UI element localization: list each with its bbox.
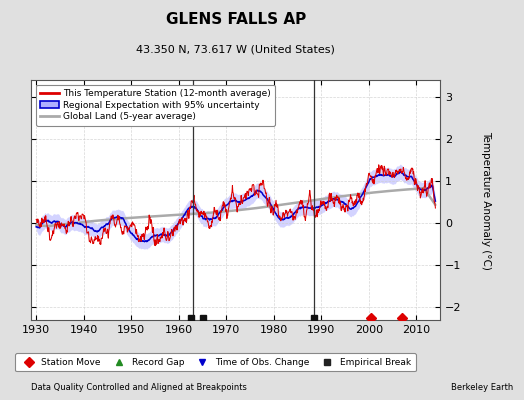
Legend: Station Move, Record Gap, Time of Obs. Change, Empirical Break: Station Move, Record Gap, Time of Obs. C… [15,353,416,371]
Y-axis label: Temperature Anomaly (°C): Temperature Anomaly (°C) [481,130,491,270]
Text: Data Quality Controlled and Aligned at Breakpoints: Data Quality Controlled and Aligned at B… [31,383,247,392]
Text: GLENS FALLS AP: GLENS FALLS AP [166,12,306,27]
Text: 43.350 N, 73.617 W (United States): 43.350 N, 73.617 W (United States) [136,44,335,54]
Text: Berkeley Earth: Berkeley Earth [451,383,514,392]
